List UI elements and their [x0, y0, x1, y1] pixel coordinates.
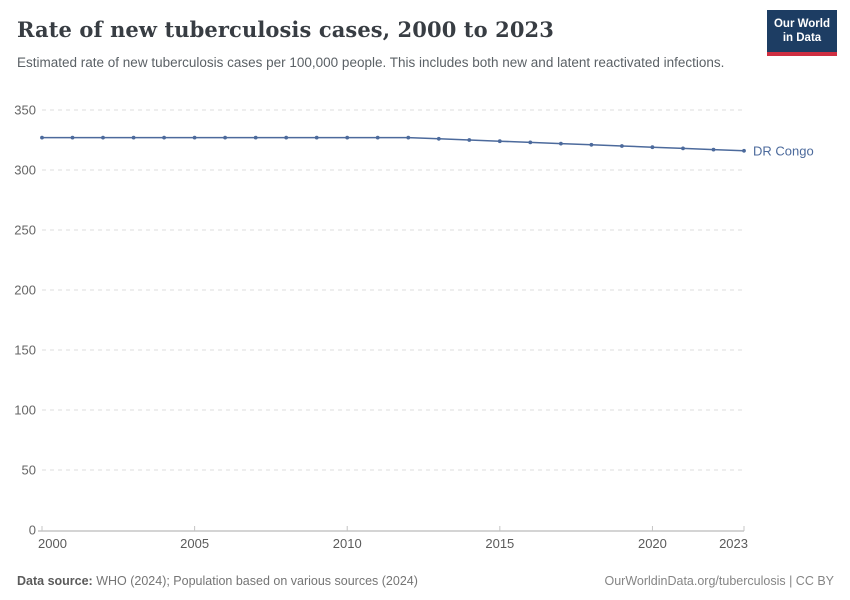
- y-tick-label: 250: [14, 223, 36, 238]
- data-point: [528, 140, 533, 145]
- logo-text-line2: in Data: [782, 32, 822, 45]
- y-tick-label: 50: [22, 463, 36, 478]
- data-point: [162, 135, 167, 140]
- chart-header: Rate of new tuberculosis cases, 2000 to …: [17, 17, 750, 73]
- x-tick-label: 2020: [638, 536, 667, 551]
- data-point: [314, 135, 319, 140]
- x-tick-label: 2000: [38, 536, 67, 551]
- data-point: [406, 135, 411, 140]
- logo-text-line1: Our World: [773, 18, 830, 30]
- data-point: [284, 135, 289, 140]
- x-tick-label: 2005: [180, 536, 209, 551]
- data-point: [131, 135, 136, 140]
- data-point: [101, 135, 105, 140]
- chart-footer: Data source: WHO (2024); Population base…: [17, 574, 834, 588]
- data-point: [70, 135, 75, 140]
- series-label: DR Congo: [753, 143, 814, 158]
- line-chart[interactable]: 0 50 100 150 200 250 300 350 2000 2005 2010 2015 202…: [0, 100, 850, 560]
- data-point: [497, 139, 502, 144]
- chart-svg: 0 50 100 150 200 250 300 350 2000 2005 2010 2015 202…: [14, 103, 814, 552]
- data-point: [467, 138, 472, 142]
- data-point: [223, 135, 228, 140]
- data-source-note: Data source: WHO (2024); Population base…: [17, 574, 418, 588]
- y-tick-label: 0: [29, 523, 36, 538]
- data-point: [742, 148, 746, 153]
- data-line: [42, 136, 745, 152]
- data-point: [192, 135, 197, 140]
- data-point: [589, 142, 594, 147]
- data-point: [345, 135, 350, 140]
- data-point: [436, 136, 441, 141]
- data-point: [40, 135, 44, 140]
- owid-logo[interactable]: Our World in Data: [767, 10, 837, 56]
- data-point: [711, 147, 716, 152]
- y-tick-label: 350: [14, 103, 36, 118]
- data-point: [375, 135, 380, 140]
- data-point: [650, 145, 655, 150]
- page-title: Rate of new tuberculosis cases, 2000 to …: [17, 17, 554, 42]
- x-tick-label: 2010: [333, 536, 362, 551]
- data-point: [681, 146, 685, 151]
- y-tick-label: 200: [14, 283, 36, 298]
- x-tick-label: 2023: [719, 536, 748, 551]
- chart-subtitle: Estimated rate of new tuberculosis cases…: [17, 55, 725, 70]
- y-tick-label: 300: [14, 163, 36, 178]
- y-tick-label: 100: [14, 403, 36, 418]
- y-tick-label: 150: [14, 343, 36, 358]
- data-point: [253, 135, 258, 140]
- data-point: [559, 141, 563, 146]
- data-source-label: Data source:: [17, 574, 93, 588]
- x-tick-label: 2015: [485, 536, 514, 551]
- data-source-text: WHO (2024); Population based on various …: [92, 574, 418, 588]
- data-point: [620, 144, 624, 148]
- owid-citation-link[interactable]: OurWorldinData.org/tuberculosis | CC BY: [604, 574, 835, 588]
